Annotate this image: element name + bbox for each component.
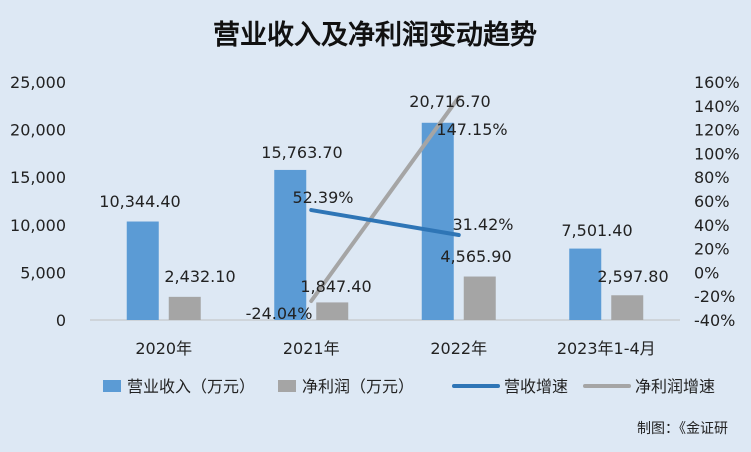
y-right-tick-label: 0% (694, 263, 719, 282)
bar (168, 296, 201, 320)
y-left-tick-label: 25,000 (10, 73, 66, 92)
line-marks (309, 95, 461, 304)
data-label: 1,847.40 (300, 277, 371, 296)
x-tick-label: 2022年 (430, 339, 487, 358)
bar (463, 276, 496, 320)
y-right-tick-label: 40% (694, 216, 730, 235)
y-right-tick-label: -40% (694, 311, 735, 330)
bar (274, 169, 307, 320)
data-label: 20,716.70 (409, 92, 490, 111)
legend-label: 净利润（万元） (302, 377, 414, 396)
y-right-tick-label: 140% (694, 97, 740, 116)
legend-label: 营业收入（万元） (127, 377, 255, 396)
legend-swatch (278, 380, 296, 392)
y-left-tick-label: 20,000 (10, 121, 66, 140)
legend-swatch (103, 380, 121, 392)
bar-marks (126, 122, 644, 321)
legend-label: 净利润增速 (635, 377, 715, 396)
y-right-tick-label: 60% (694, 192, 730, 211)
bar (421, 122, 454, 321)
bar (126, 221, 159, 320)
data-label: 10,344.40 (99, 192, 180, 211)
bar (569, 248, 602, 320)
data-label: 7,501.40 (561, 221, 632, 240)
x-tick-label: 2021年 (283, 339, 340, 358)
legend-label: 营收增速 (504, 377, 568, 396)
data-label: 52.39% (292, 188, 353, 207)
data-label: 2,432.10 (164, 267, 235, 286)
data-label: 2,597.80 (597, 267, 668, 286)
x-tick-label: 2023年1-4月 (557, 339, 656, 358)
y-left-tick-label: 0 (56, 311, 66, 330)
bar (316, 302, 349, 320)
y-right-tick-label: 120% (694, 121, 740, 140)
y-right-tick-label: 100% (694, 144, 740, 163)
y-left-tick-label: 15,000 (10, 168, 66, 187)
y-left-tick-label: 10,000 (10, 216, 66, 235)
data-label: 147.15% (436, 120, 507, 139)
data-label: 15,763.70 (261, 143, 342, 162)
legend: 营业收入（万元） 净利润（万元） 营收增速 净利润增速 (103, 377, 715, 396)
series-line (309, 208, 461, 238)
data-label: 31.42% (452, 215, 513, 234)
y-right-tick-label: 20% (694, 240, 730, 259)
x-tick-label: 2020年 (135, 339, 192, 358)
data-label: 4,565.90 (440, 247, 511, 266)
data-label: -24.04% (246, 304, 313, 323)
x-axis-labels: 2020年 2021年 2022年 2023年1-4月 (135, 339, 655, 358)
y-left-tick-label: 5,000 (20, 263, 66, 282)
y-right-tick-label: 160% (694, 73, 740, 92)
y-axis-left: 0 5,000 10,000 15,000 20,000 25,000 (10, 73, 66, 330)
data-labels: 10,344.40 15,763.70 20,716.70 7,501.40 2,432… (99, 92, 668, 323)
source-note: 制图：《金证研 (637, 421, 728, 437)
y-right-tick-label: 80% (694, 168, 730, 187)
y-axis-right: -40% -20% 0% 20% 40% 60% 80% 100% 120% 140% 160% (694, 73, 740, 330)
chart-title: 营业收入及净利润变动趋势 (213, 19, 537, 51)
y-right-tick-label: -20% (694, 287, 735, 306)
bar (611, 295, 644, 320)
series-line (309, 95, 461, 304)
